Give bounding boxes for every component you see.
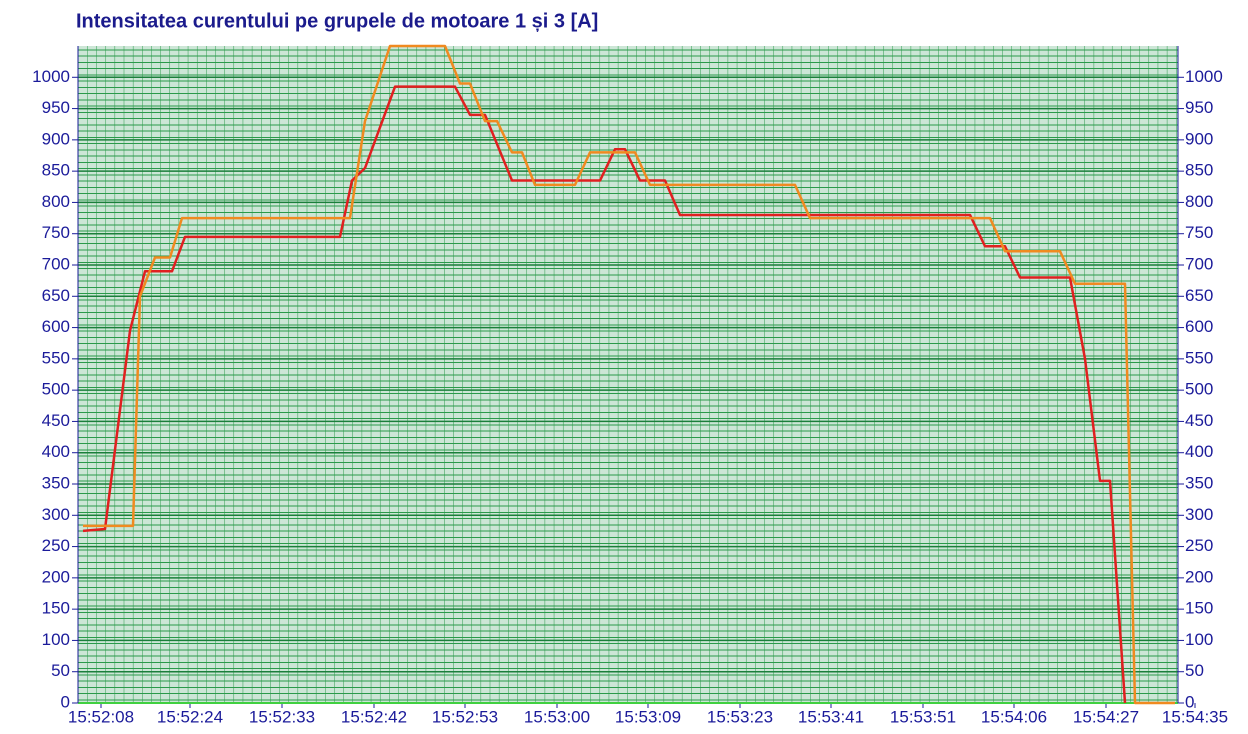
x-tick-label: 15:52:42 [341,707,407,726]
x-tick-label: 15:53:00 [524,707,590,726]
y2-tick-label: 50 [1185,661,1204,680]
chart-title: Intensitatea curentului pe grupele de mo… [76,10,598,32]
y-tick-label: 150 [42,599,70,618]
y2-tick-label: 150 [1185,599,1213,618]
x-tick-label: 15:52:08 [68,707,134,726]
x-tick-label: 15:52:33 [249,707,315,726]
y2-tick-label: 700 [1185,254,1213,273]
x-tick-label: 15:54:35 [1162,707,1228,726]
x-tick-label: 15:53:09 [615,707,681,726]
x-tick-label: 15:53:23 [707,707,773,726]
y2-tick-label: 500 [1185,380,1213,399]
y-tick-label: 700 [42,254,70,273]
x-tick-label: 15:52:53 [432,707,498,726]
y-tick-label: 800 [42,192,70,211]
y-tick-label: 550 [42,348,70,367]
y-tick-label: 400 [42,442,70,461]
y2-tick-label: 650 [1185,286,1213,305]
y-tick-label: 300 [42,505,70,524]
y2-tick-label: 550 [1185,348,1213,367]
x-tick-label: 15:53:41 [798,707,864,726]
y-tick-label: 650 [42,286,70,305]
y-tick-label: 600 [42,317,70,336]
y2-tick-label: 800 [1185,192,1213,211]
y-tick-label: 900 [42,129,70,148]
y-tick-label: 1000 [32,67,70,86]
y2-tick-label: 400 [1185,442,1213,461]
y2-tick-label: 900 [1185,129,1213,148]
y-tick-label: 200 [42,567,70,586]
y-tick-label: 850 [42,161,70,180]
minor-grid [78,46,1178,703]
y2-tick-label: 950 [1185,98,1213,117]
x-tick-label: 15:54:27 [1073,707,1139,726]
y2-tick-label: 350 [1185,473,1213,492]
y2-tick-label: 750 [1185,223,1213,242]
x-tick-label: 15:54:06 [981,707,1047,726]
y-tick-label: 0 [61,692,70,711]
y2-tick-label: 100 [1185,630,1213,649]
y-tick-label: 950 [42,98,70,117]
y-tick-label: 100 [42,630,70,649]
y-tick-label: 450 [42,411,70,430]
series-line [83,44,1175,705]
y-tick-label: 250 [42,536,70,555]
x-tick-label: 15:53:51 [890,707,956,726]
y2-tick-label: 850 [1185,161,1213,180]
y2-tick-label: 450 [1185,411,1213,430]
y-tick-label: 750 [42,223,70,242]
y2-tick-label: 300 [1185,505,1213,524]
y2-tick-label: 250 [1185,536,1213,555]
y-tick-label: 500 [42,380,70,399]
y-tick-label: 350 [42,473,70,492]
x-tick-label: 15:52:24 [157,707,223,726]
y2-tick-label: 1000 [1185,67,1223,86]
y2-tick-label: 600 [1185,317,1213,336]
y-tick-label: 50 [51,661,70,680]
y2-tick-label: 200 [1185,567,1213,586]
series-line [82,85,1127,704]
y2-tick-label: 0 [1185,692,1194,711]
